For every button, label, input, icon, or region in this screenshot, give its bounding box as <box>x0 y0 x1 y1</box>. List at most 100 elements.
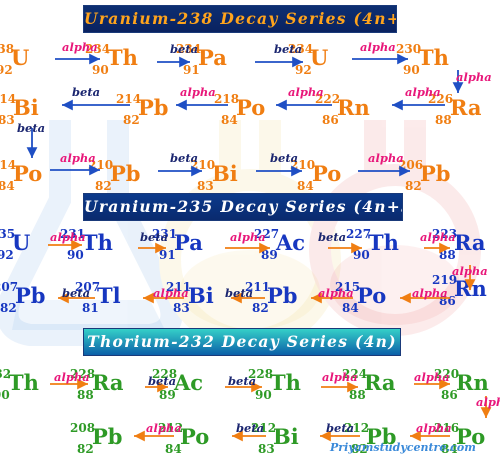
mass-number: 208 <box>70 421 96 435</box>
mass-number: 234 <box>288 42 314 56</box>
element-symbol: Ac <box>174 370 204 395</box>
alpha-decay-label: alpha <box>288 85 324 99</box>
beta-decay-label: beta <box>274 42 303 56</box>
element-symbol: Ra <box>454 230 486 255</box>
element-symbol: Bi <box>212 161 238 186</box>
element-symbol: Pb <box>92 424 123 449</box>
element-symbol: Rn <box>337 95 370 120</box>
element-symbol: Tl <box>97 283 121 308</box>
element-symbol: Bi <box>188 283 214 308</box>
alpha-decay-label: alpha <box>360 40 396 54</box>
mass-number: 222 <box>315 92 341 106</box>
mass-number: 214 <box>0 158 17 172</box>
alpha-decay-label: alpha <box>318 286 354 300</box>
alpha-decay-label: alpha <box>476 395 500 409</box>
beta-decay-label: beta <box>228 374 257 388</box>
element-symbol: Bi <box>13 95 39 120</box>
atomic-number: 82 <box>405 179 422 193</box>
atomic-number: 82 <box>123 113 140 127</box>
mass-number: 238 <box>0 42 15 56</box>
element-symbol: Ra <box>92 370 124 395</box>
mass-number: 211 <box>166 280 192 294</box>
beta-decay-label: beta <box>170 42 199 56</box>
atomic-number: 82 <box>351 442 368 456</box>
mass-number: 211 <box>245 280 271 294</box>
atomic-number: 84 <box>0 179 15 193</box>
element-symbol: Ra <box>364 370 396 395</box>
atomic-number: 90 <box>67 248 84 262</box>
element-symbol: U <box>11 45 30 70</box>
element-symbol: Bi <box>273 424 299 449</box>
element-symbol: Th <box>368 230 399 255</box>
atomic-number: 83 <box>197 179 214 193</box>
element-symbol: Th <box>107 45 138 70</box>
beta-decay-label: beta <box>140 230 169 244</box>
mass-number: 207 <box>75 280 101 294</box>
element-symbol: Po <box>456 424 486 449</box>
alpha-decay-label: alpha <box>368 151 404 165</box>
element-symbol: Po <box>13 161 43 186</box>
mass-number: 214 <box>0 92 17 106</box>
alpha-decay-label: alpha <box>416 421 452 435</box>
alpha-decay-label: alpha <box>50 230 86 244</box>
atomic-number: 88 <box>435 113 452 127</box>
alpha-decay-label: alpha <box>412 286 448 300</box>
alpha-decay-label: alpha <box>405 85 441 99</box>
atomic-number: 84 <box>342 301 359 315</box>
mass-number: 234 <box>85 42 111 56</box>
alpha-decay-label: alpha <box>452 264 488 278</box>
element-symbol: Pb <box>267 283 298 308</box>
mass-number: 228 <box>248 367 274 381</box>
mass-number: 219 <box>432 273 458 287</box>
beta-decay-label: beta <box>72 85 101 99</box>
atomic-number: 83 <box>258 442 275 456</box>
alpha-decay-label: alpha <box>414 370 450 384</box>
element-symbol: Th <box>8 370 39 395</box>
alpha-decay-label: alpha <box>146 421 182 435</box>
element-symbol: Th <box>270 370 301 395</box>
element-symbol: Po <box>236 95 266 120</box>
atomic-number: 86 <box>441 388 458 402</box>
mass-number: 216 <box>434 421 460 435</box>
atomic-number: 83 <box>173 301 190 315</box>
mass-number: 207 <box>0 280 19 294</box>
mass-number: 223 <box>432 227 458 241</box>
element-symbol: Ac <box>276 230 306 255</box>
atomic-number: 88 <box>77 388 94 402</box>
element-symbol: Pb <box>420 161 451 186</box>
atomic-number: 82 <box>95 179 112 193</box>
site-watermark: Priyamstudycentre.com <box>330 441 476 454</box>
beta-decay-label: beta <box>326 421 355 435</box>
element-symbol: Po <box>312 161 342 186</box>
element-symbol: Po <box>180 424 210 449</box>
mass-number: 228 <box>70 367 96 381</box>
beta-decay-label: beta <box>318 230 347 244</box>
element-symbol: Pa <box>174 230 203 255</box>
alpha-decay-label: alpha <box>322 370 358 384</box>
mass-number: 212 <box>251 421 277 435</box>
beta-decay-label: beta <box>17 121 46 135</box>
alpha-decay-label: alpha <box>180 85 216 99</box>
mass-number: 214 <box>116 92 142 106</box>
atomic-number: 90 <box>92 63 109 77</box>
mass-number: 228 <box>152 367 178 381</box>
element-symbol: U <box>12 230 31 255</box>
element-symbol: Pb <box>366 424 397 449</box>
mass-number: 231 <box>60 227 86 241</box>
atomic-number: 84 <box>441 442 458 456</box>
alpha-decay-label: alpha <box>420 230 456 244</box>
atomic-number: 84 <box>165 442 182 456</box>
alpha-decay-label: alpha <box>62 40 98 54</box>
mass-number: 235 <box>0 227 16 241</box>
mass-number: 224 <box>342 367 368 381</box>
atomic-number: 81 <box>82 301 99 315</box>
beta-decay-label: beta <box>148 374 177 388</box>
mass-number: 234 <box>176 42 202 56</box>
alpha-decay-label: alpha <box>456 70 492 84</box>
atomic-number: 92 <box>0 63 13 77</box>
mass-number: 230 <box>396 42 422 56</box>
atomic-number: 90 <box>0 388 10 402</box>
atomic-number: 92 <box>0 248 14 262</box>
alpha-decay-label: alpha <box>54 370 90 384</box>
